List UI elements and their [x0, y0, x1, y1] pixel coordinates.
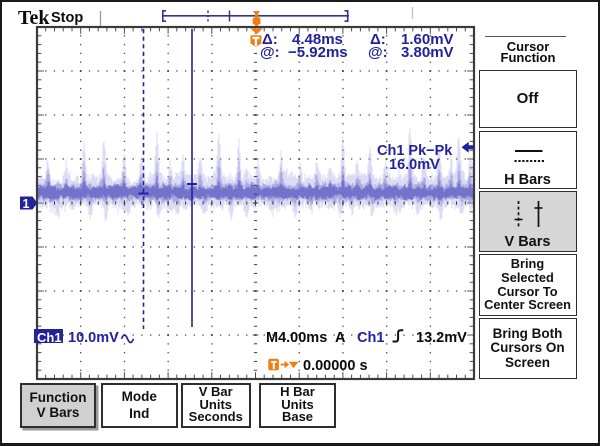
svg-text:1: 1: [23, 197, 30, 211]
